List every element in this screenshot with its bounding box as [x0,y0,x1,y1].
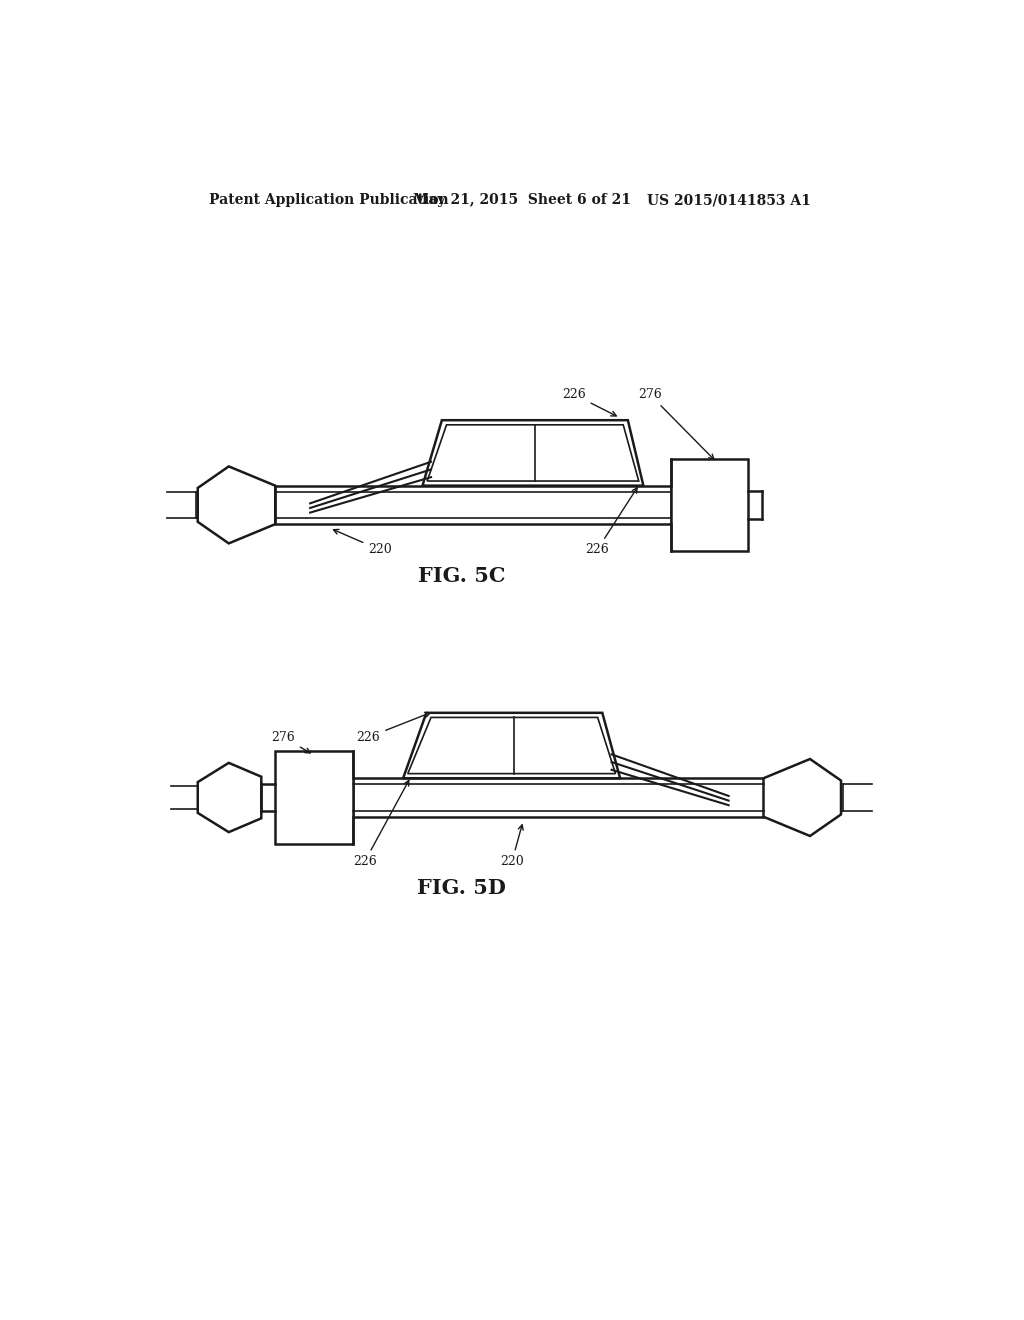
Polygon shape [427,425,639,480]
Text: May 21, 2015  Sheet 6 of 21: May 21, 2015 Sheet 6 of 21 [414,193,631,207]
Text: FIG. 5C: FIG. 5C [418,566,505,586]
Polygon shape [198,763,261,832]
Polygon shape [408,718,615,774]
Text: 276: 276 [271,730,310,752]
Polygon shape [198,466,275,544]
Bar [352,779,764,817]
Text: FIG. 5D: FIG. 5D [417,878,506,899]
Polygon shape [403,713,621,779]
Text: 220: 220 [334,529,392,557]
Text: 220: 220 [500,825,523,869]
Bar [275,486,671,524]
Bar [671,459,748,552]
Polygon shape [764,759,841,836]
Polygon shape [423,420,643,486]
Text: 226: 226 [586,488,637,557]
Text: 226: 226 [356,713,430,743]
Text: Patent Application Publication: Patent Application Publication [209,193,449,207]
Text: 276: 276 [638,388,714,459]
Bar [275,751,352,843]
Text: 226: 226 [562,388,616,416]
Text: US 2015/0141853 A1: US 2015/0141853 A1 [647,193,811,207]
Text: 226: 226 [352,780,409,869]
